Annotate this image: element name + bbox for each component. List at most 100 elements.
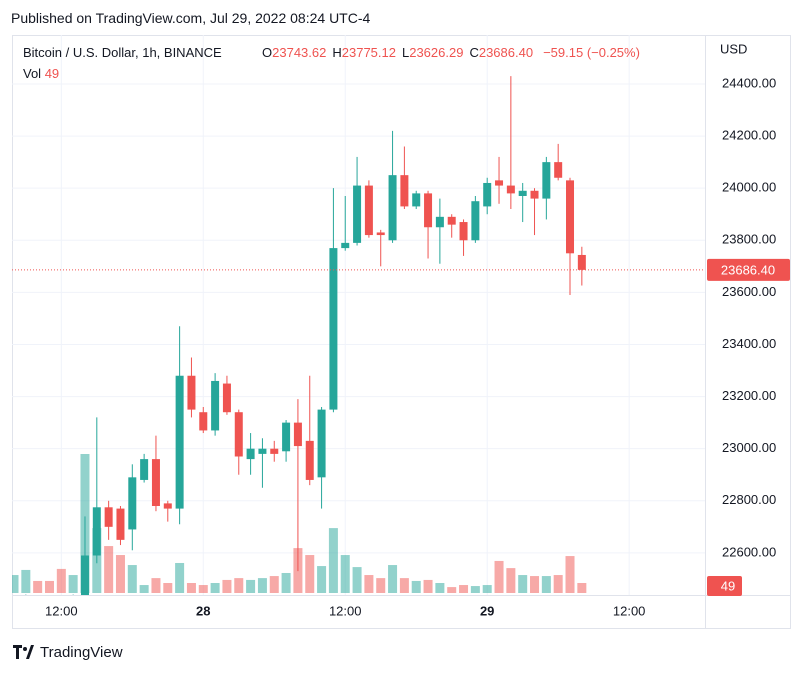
ohlc-label: L bbox=[401, 45, 410, 60]
candle-body bbox=[270, 448, 279, 454]
candle-body bbox=[140, 459, 149, 480]
volume-bar bbox=[317, 566, 327, 593]
candle-body bbox=[577, 254, 586, 270]
x-tick-label: 29 bbox=[480, 603, 494, 618]
ohlc-value: 23743.62 bbox=[272, 45, 327, 60]
volume-bar bbox=[352, 567, 362, 593]
candle-body bbox=[341, 242, 350, 249]
volume-bar bbox=[127, 565, 137, 593]
volume-bar bbox=[530, 576, 540, 593]
candle-body bbox=[542, 162, 551, 199]
y-tick-label: 23800.00 bbox=[722, 232, 776, 247]
candle-body bbox=[211, 380, 220, 431]
legend-vol: Vol 49 bbox=[23, 66, 59, 81]
candle-body bbox=[518, 190, 527, 196]
ohlc-value: 23626.29 bbox=[409, 45, 464, 60]
candle-body bbox=[483, 182, 492, 207]
last-price-box bbox=[707, 258, 790, 281]
candle-body bbox=[317, 409, 326, 478]
candle-body bbox=[234, 412, 243, 457]
candle-body bbox=[163, 503, 172, 509]
volume-bar bbox=[435, 582, 445, 593]
volume-bar bbox=[246, 579, 256, 593]
candle-body bbox=[80, 555, 89, 595]
candle-body bbox=[34, 600, 42, 608]
last-volume-label: 49 bbox=[721, 578, 735, 593]
volume-bar bbox=[115, 555, 125, 593]
ohlc-value: 23775.12 bbox=[341, 45, 396, 60]
last-price-label: 23686.40 bbox=[721, 262, 775, 277]
volume-bar bbox=[21, 569, 31, 593]
candle-body bbox=[566, 180, 575, 254]
y-tick-label: 23400.00 bbox=[722, 336, 776, 351]
candle-body bbox=[412, 193, 421, 207]
candle-body bbox=[151, 459, 160, 506]
candle-body bbox=[400, 175, 409, 207]
volume-bar bbox=[305, 555, 315, 593]
vol-value: 49 bbox=[44, 66, 60, 81]
y-tick-label: 22600.00 bbox=[722, 544, 776, 559]
volume-bar bbox=[257, 578, 267, 593]
x-tick-label: 12:00 bbox=[45, 603, 78, 618]
candle-body bbox=[506, 185, 515, 194]
candle-body bbox=[22, 600, 30, 618]
candle-body bbox=[495, 180, 504, 186]
volume-bar bbox=[210, 582, 220, 593]
candle-body bbox=[199, 412, 208, 431]
volume-bar bbox=[411, 580, 421, 593]
candle-body bbox=[258, 448, 267, 454]
volume-bar bbox=[269, 576, 279, 593]
volume-bar bbox=[470, 586, 480, 593]
volume-bar bbox=[198, 585, 208, 593]
x-tick-label: 28 bbox=[196, 603, 210, 618]
candle-body bbox=[10, 618, 18, 631]
volume-bar bbox=[151, 578, 161, 593]
volume-bar bbox=[163, 582, 173, 593]
volume-bar bbox=[340, 555, 350, 593]
volume-bar bbox=[44, 580, 54, 593]
ohlc-item: H23775.12 bbox=[332, 45, 396, 60]
volume-bar bbox=[234, 578, 244, 593]
volume-bar bbox=[222, 579, 232, 593]
volume-bar bbox=[482, 585, 492, 593]
candle-body bbox=[246, 448, 255, 460]
volume-bar bbox=[56, 568, 66, 593]
footer-brand: TradingView bbox=[40, 644, 123, 661]
volume-bar bbox=[364, 575, 374, 593]
volume-bar bbox=[553, 575, 563, 593]
volume-bar bbox=[186, 582, 196, 593]
volume-bar bbox=[376, 578, 386, 593]
candle-body bbox=[92, 507, 101, 556]
volume-bar bbox=[447, 587, 457, 593]
legend-symbol: Bitcoin / U.S. Dollar, 1h, BINANCE bbox=[23, 45, 222, 60]
x-tick-label: 12:00 bbox=[613, 603, 646, 618]
y-tick-label: 22800.00 bbox=[722, 492, 776, 507]
currency-label: USD bbox=[720, 41, 747, 56]
candle-body bbox=[128, 477, 137, 530]
candle-body bbox=[376, 232, 385, 236]
volume-bar bbox=[139, 585, 149, 593]
candle-body bbox=[471, 201, 480, 241]
candle-body bbox=[104, 507, 113, 527]
chart-border bbox=[12, 35, 791, 629]
volume-bar bbox=[104, 546, 114, 593]
x-tick-label: 12:00 bbox=[329, 603, 362, 618]
ohlc-value: 23686.40 bbox=[478, 45, 534, 60]
ohlc-label: O bbox=[262, 45, 273, 60]
candle-body bbox=[329, 248, 338, 410]
candle-body bbox=[388, 175, 397, 241]
candle-body bbox=[282, 422, 291, 452]
published: Published on TradingView.com, Jul 29, 20… bbox=[11, 10, 371, 26]
volume-bar bbox=[494, 560, 504, 593]
candle-body bbox=[447, 216, 456, 225]
ohlc-item: C23686.40 bbox=[469, 45, 533, 60]
candle-body bbox=[364, 185, 373, 236]
change: −59.15 (−0.25%) bbox=[543, 45, 640, 60]
candle-body bbox=[222, 383, 231, 413]
ohlc-label: H bbox=[332, 45, 342, 60]
volume-bar bbox=[577, 582, 587, 593]
logo-icon bbox=[13, 645, 34, 659]
y-tick-label: 23000.00 bbox=[722, 440, 776, 455]
